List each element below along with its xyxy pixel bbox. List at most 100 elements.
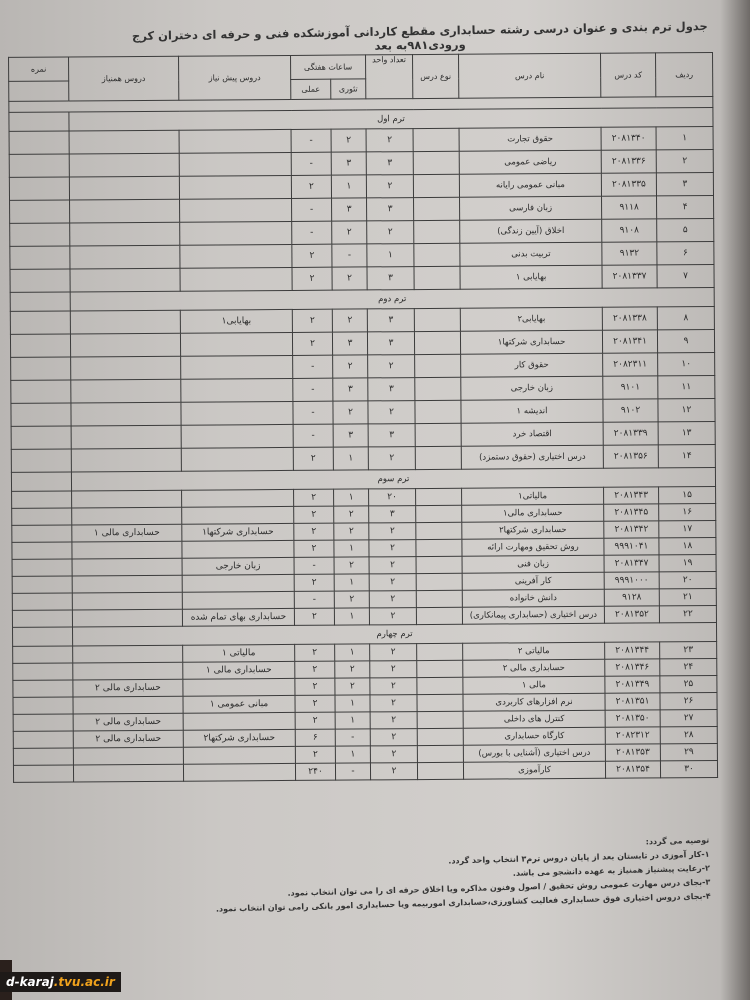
theory-hours: ۱ bbox=[334, 694, 371, 713]
grade bbox=[12, 662, 73, 681]
grade bbox=[11, 541, 73, 560]
practical-hours: - bbox=[291, 129, 332, 153]
row-number: ۲۶ bbox=[659, 692, 718, 710]
course-code: ۲۰۸۱۳۳۶ bbox=[601, 149, 657, 174]
practical-hours: ۲ bbox=[293, 506, 334, 524]
row-number: ۹ bbox=[657, 329, 715, 353]
theory-hours: ۲ bbox=[333, 522, 369, 541]
course-type bbox=[415, 423, 462, 447]
header-code: کد درس bbox=[600, 52, 656, 98]
course-code: ۲۰۸۱۳۴۱ bbox=[602, 329, 658, 354]
grade bbox=[13, 764, 74, 783]
units: ۳ bbox=[368, 505, 416, 523]
prereq bbox=[181, 489, 294, 508]
units: ۲ bbox=[369, 556, 417, 574]
prereq bbox=[181, 540, 295, 559]
theory-hours: - bbox=[331, 243, 368, 268]
theory-hours: ۱ bbox=[331, 174, 367, 199]
course-name: کار آفرینی bbox=[462, 572, 605, 591]
header-weekly-hours: ساعات هفتگی bbox=[290, 54, 366, 80]
practical-hours: ۲ bbox=[295, 746, 336, 764]
course-type bbox=[415, 488, 462, 506]
course-code: ۲۰۸۱۳۵۲ bbox=[604, 605, 660, 624]
course-type bbox=[415, 505, 462, 523]
row-number: ۱۴ bbox=[658, 444, 716, 468]
units: ۲ bbox=[370, 745, 418, 763]
course-code: ۲۰۸۲۳۱۲ bbox=[605, 726, 661, 745]
course-name: درس اختیاری (حقوق دستمزد) bbox=[461, 445, 604, 470]
course-name: اقتصاد خرد bbox=[461, 422, 604, 447]
theory-hours: ۲ bbox=[332, 308, 368, 333]
units: ۲ bbox=[369, 694, 418, 712]
units: ۲ bbox=[370, 728, 418, 746]
course-name: حقوق کار bbox=[460, 353, 603, 378]
course-type bbox=[416, 677, 463, 695]
curriculum-table: ردیف کد درس نام درس نوع درس تعداد واحد س… bbox=[8, 52, 718, 783]
course-type bbox=[414, 400, 462, 424]
course-type bbox=[416, 643, 463, 661]
practical-hours: - bbox=[292, 355, 333, 379]
notes: توصیه می گردد: ۱-کار آموزی در تابستان بع… bbox=[216, 834, 711, 914]
grade bbox=[13, 747, 74, 766]
course-code: ۹۹۹۱۰۴۱ bbox=[603, 537, 660, 556]
prereq bbox=[183, 746, 296, 765]
theory-hours: ۱ bbox=[334, 573, 370, 592]
course-name: زبان فنی bbox=[462, 555, 605, 574]
grade bbox=[11, 507, 72, 526]
course-type bbox=[416, 556, 463, 574]
grade bbox=[9, 222, 70, 247]
course-type bbox=[414, 266, 461, 290]
prereq bbox=[179, 152, 292, 177]
coreq bbox=[72, 558, 183, 576]
prereq: حسابداری شرکتها۱ bbox=[181, 523, 294, 542]
practical-hours: ۲ bbox=[294, 678, 335, 696]
coreq bbox=[69, 222, 180, 246]
course-name: مبانی عمومی رایانه bbox=[459, 173, 602, 198]
course-code: ۲۰۸۱۳۴۲ bbox=[603, 520, 659, 539]
header-prereq: دروس پیش نیاز bbox=[178, 55, 291, 101]
course-name: درس اختیاری (حسابداری پیمانکاری) bbox=[462, 606, 605, 625]
theory-hours: ۲ bbox=[334, 677, 370, 696]
theory-hours: ۲ bbox=[333, 505, 369, 524]
course-name: بهایابی ۱ bbox=[460, 265, 603, 290]
watermark-suffix: .tvu.ac.ir bbox=[53, 975, 115, 989]
practical-hours: ۲ bbox=[294, 661, 335, 679]
prereq bbox=[180, 332, 293, 357]
grade bbox=[10, 333, 71, 358]
grade bbox=[10, 402, 72, 427]
course-code: ۹۹۹۱۰۰۰ bbox=[604, 571, 660, 590]
course-type bbox=[417, 711, 464, 729]
grade bbox=[11, 448, 72, 473]
grade bbox=[10, 268, 71, 293]
theory-hours: ۲ bbox=[334, 660, 370, 679]
practical-hours: ۶ bbox=[295, 729, 336, 747]
course-type bbox=[414, 354, 461, 378]
coreq bbox=[72, 609, 183, 627]
course-code: ۲۰۸۱۳۴۵ bbox=[603, 503, 659, 522]
coreq bbox=[70, 402, 182, 426]
grade-cell bbox=[10, 291, 71, 312]
row-number: ۱۳ bbox=[658, 421, 716, 445]
prereq bbox=[183, 712, 296, 731]
row-number: ۲۵ bbox=[659, 675, 717, 693]
coreq bbox=[71, 541, 183, 559]
practical-hours: ۲ bbox=[294, 574, 335, 592]
course-name: تربیت بدنی bbox=[459, 242, 603, 267]
row-number: ۲۸ bbox=[660, 726, 718, 744]
coreq: حسابداری مالی ۲ bbox=[73, 730, 184, 748]
coreq bbox=[69, 153, 180, 177]
grade bbox=[9, 130, 70, 155]
prereq bbox=[179, 129, 292, 154]
coreq bbox=[69, 245, 180, 269]
theory-hours: ۲ bbox=[331, 220, 367, 245]
course-code: ۹۱۳۲ bbox=[601, 241, 658, 266]
course-code: ۲۰۸۱۳۴۷ bbox=[604, 554, 660, 573]
theory-hours: ۱ bbox=[335, 711, 371, 730]
coreq bbox=[71, 448, 182, 472]
grade bbox=[12, 575, 73, 594]
units: ۲ bbox=[368, 539, 417, 557]
course-row: ۳۰ ۲۰۸۱۳۵۴ کارآموزی ۲-۲۴۰ bbox=[13, 760, 718, 783]
course-name: درس اختیاری (آشنایی با بورس) bbox=[463, 744, 606, 763]
course-name: مالی ۱ bbox=[462, 676, 605, 695]
course-name: دانش خانواده bbox=[462, 589, 605, 608]
